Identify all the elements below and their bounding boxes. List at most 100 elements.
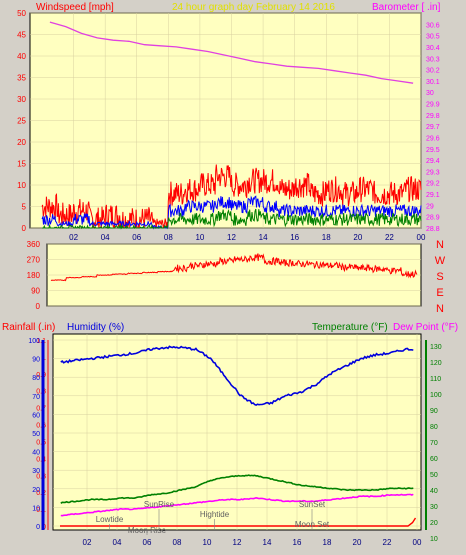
direction-y-tick: 360 bbox=[27, 240, 41, 249]
humidity-y-tick: 90 bbox=[32, 357, 40, 364]
barometer-y-tick: 29.1 bbox=[426, 192, 440, 199]
barometer-title: Barometer [ .in] bbox=[372, 2, 441, 13]
wind-x-tick: 12 bbox=[227, 233, 236, 242]
humidity-y-tick: 70 bbox=[32, 394, 40, 401]
rainfall-line bbox=[60, 517, 417, 527]
wind-y-tick: 50 bbox=[17, 9, 26, 18]
wind-min-line bbox=[42, 208, 422, 230]
barometer-y-tick: 30.4 bbox=[426, 45, 440, 52]
temperature-y-tick: 30 bbox=[430, 504, 438, 511]
wind-y-tick: 10 bbox=[17, 181, 26, 190]
rainfall-y-tick: 0.7 bbox=[36, 406, 46, 413]
temperature-x-ticks: 02 04 06 08 10 12 14 16 18 20 22 00 bbox=[83, 538, 422, 547]
annotation-label: Moon Rise bbox=[128, 526, 167, 535]
barometer-y-tick: 28.8 bbox=[426, 226, 440, 233]
compass-label: N bbox=[436, 303, 444, 315]
annotation-label: Hightide bbox=[200, 510, 230, 519]
barometer-y-tick: 29 bbox=[426, 203, 434, 210]
barometer-y-tick: 29.2 bbox=[426, 181, 440, 188]
wind-average-line bbox=[41, 195, 422, 230]
temperature-y-tick: 10 bbox=[430, 536, 438, 543]
wind-x-tick: 22 bbox=[385, 233, 394, 242]
temperature-y-tick: 50 bbox=[430, 472, 438, 479]
direction-y-tick: 180 bbox=[27, 271, 41, 280]
temperature-x-tick: 12 bbox=[233, 538, 242, 547]
annotation-label: Moon Set bbox=[295, 520, 330, 529]
temperature-x-tick: 22 bbox=[383, 538, 392, 547]
rainfall-y-tick: 0.2 bbox=[36, 490, 46, 497]
barometer-y-tick: 29.9 bbox=[426, 102, 440, 109]
wind-y-ticks: 0 5 10 15 20 25 30 35 40 45 50 bbox=[17, 9, 26, 233]
barometer-y-tick: 30.3 bbox=[426, 56, 440, 63]
barometer-y-tick: 29.3 bbox=[426, 169, 440, 176]
temperature-y-tick: 100 bbox=[430, 392, 442, 399]
wind-x-tick: 00 bbox=[417, 233, 426, 242]
temperature-y-tick: 40 bbox=[430, 488, 438, 495]
compass-label: E bbox=[436, 287, 443, 299]
wind-y-tick: 5 bbox=[22, 203, 27, 212]
humidity-y-tick: 100 bbox=[28, 338, 40, 345]
direction-y-tick: 0 bbox=[36, 302, 41, 311]
temperature-title: Temperature (°F) bbox=[312, 322, 388, 333]
wind-y-tick: 40 bbox=[17, 52, 26, 61]
windspeed-title: Windspeed [mph] bbox=[36, 2, 114, 13]
wind-x-tick: 08 bbox=[164, 233, 173, 242]
temperature-x-tick: 10 bbox=[203, 538, 212, 547]
barometer-y-ticks: 28.8 28.9 29 29.1 29.2 29.3 29.4 29.5 29.6 29.7 29… bbox=[426, 22, 440, 233]
direction-line bbox=[50, 252, 418, 282]
graph-date-title: 24 hour graph day February 14 2016 bbox=[172, 2, 335, 13]
rainfall-y-tick: 0.4 bbox=[36, 456, 46, 463]
dewpoint-title: Dew Point (°F) bbox=[393, 322, 458, 333]
wind-x-tick: 20 bbox=[353, 233, 362, 242]
temperature-y-tick: 110 bbox=[430, 376, 441, 383]
humidity-line bbox=[60, 345, 414, 406]
barometer-y-tick: 30.5 bbox=[426, 34, 440, 41]
temperature-y-tick: 80 bbox=[430, 424, 438, 431]
wind-x-tick: 02 bbox=[69, 233, 78, 242]
temperature-x-tick: 00 bbox=[413, 538, 422, 547]
wind-x-tick: 04 bbox=[101, 233, 110, 242]
barometer-y-tick: 30 bbox=[426, 90, 434, 97]
humidity-y-tick: 20 bbox=[32, 487, 40, 494]
annotation-label: SunSet bbox=[299, 500, 326, 509]
temperature-series bbox=[60, 345, 417, 527]
temperature-y-tick: 20 bbox=[430, 520, 438, 527]
wind-x-tick: 14 bbox=[259, 233, 268, 242]
temperature-y-tick: 120 bbox=[430, 360, 442, 367]
annotation-label: SunRise bbox=[144, 500, 175, 509]
temperature-y-tick: 70 bbox=[430, 440, 438, 447]
direction-y-tick: 90 bbox=[31, 287, 40, 296]
wind-grid bbox=[30, 12, 422, 229]
humidity-y-tick: 60 bbox=[32, 412, 40, 419]
barometer-y-tick: 29.6 bbox=[426, 135, 440, 142]
annotation-label: Lowtide bbox=[96, 515, 124, 524]
wind-y-tick: 25 bbox=[17, 117, 26, 126]
humidity-y-tick: 80 bbox=[32, 375, 40, 382]
barometer-y-tick: 30.1 bbox=[426, 79, 440, 86]
wind-x-tick: 16 bbox=[290, 233, 299, 242]
temperature-y-tick: 90 bbox=[430, 408, 438, 415]
temperature-y-tick: 60 bbox=[430, 456, 438, 463]
temperature-x-tick: 20 bbox=[353, 538, 362, 547]
wind-x-tick: 10 bbox=[195, 233, 204, 242]
barometer-y-tick: 29.8 bbox=[426, 113, 440, 120]
humidity-y-ticks: 0 10 20 30 40 50 60 70 80 90 100 bbox=[28, 338, 40, 531]
rainfall-y-tick: 0.3 bbox=[36, 473, 46, 480]
rainfall-y-tick: 0.9 bbox=[36, 372, 46, 379]
wind-x-ticks: 02 04 06 08 10 12 14 16 18 20 22 00 bbox=[69, 233, 426, 242]
wind-y-tick: 15 bbox=[17, 160, 26, 169]
astro-annotations: SunRise Lowtide Moon Rise Hightide SunSet Moo… bbox=[96, 500, 330, 535]
wind-y-tick: 0 bbox=[22, 224, 27, 233]
wind-y-tick: 45 bbox=[17, 31, 26, 40]
wind-x-tick: 06 bbox=[132, 233, 141, 242]
wind-y-tick: 20 bbox=[17, 138, 26, 147]
humidity-y-tick: 40 bbox=[32, 450, 40, 457]
compass-label: S bbox=[436, 271, 443, 283]
barometer-y-tick: 30.2 bbox=[426, 68, 440, 75]
dewpoint-line bbox=[60, 493, 414, 517]
wind-y-tick: 35 bbox=[17, 74, 26, 83]
wind-y-tick: 30 bbox=[17, 95, 26, 104]
